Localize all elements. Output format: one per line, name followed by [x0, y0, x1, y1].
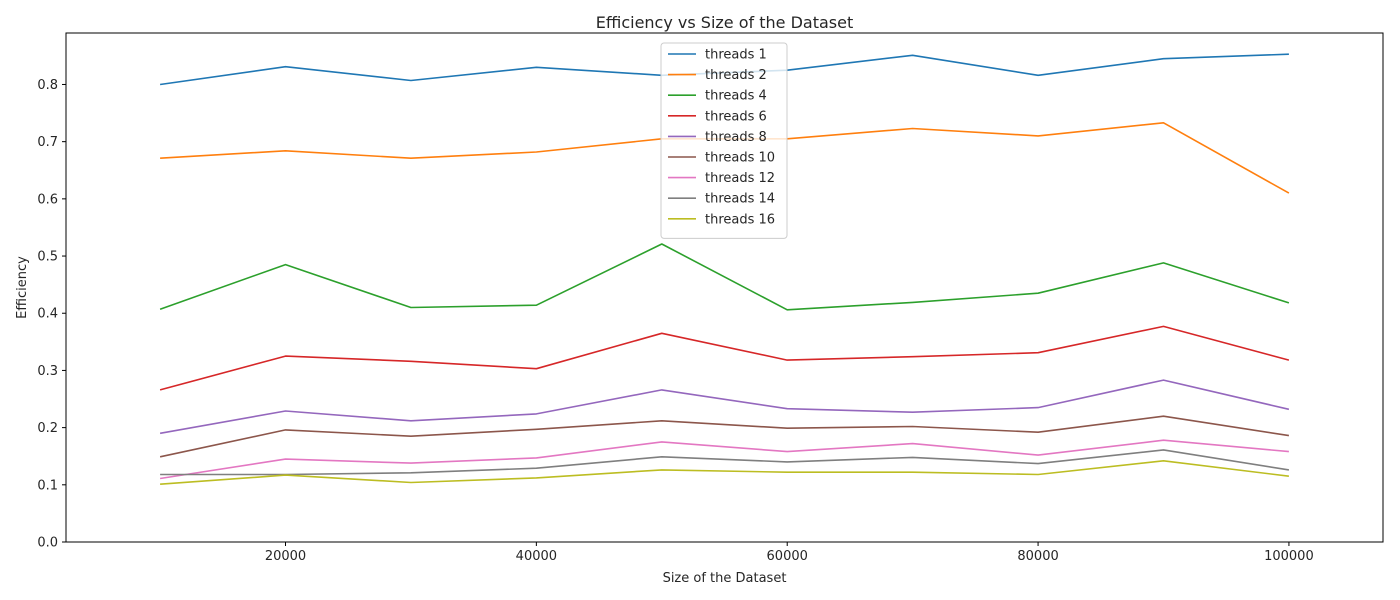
legend: threads 1 threads 2 threads 4 threads 6 thre…	[660, 42, 788, 239]
plot-frame	[65, 32, 1384, 543]
legend-label: threads 10	[705, 151, 775, 166]
y-tick-label: 0.7	[37, 135, 58, 150]
series-line-threads-8	[159, 379, 1290, 435]
x-tick-label: 20000	[265, 549, 306, 564]
legend-label: threads 4	[705, 89, 767, 104]
x-tick-label: 100000	[1264, 549, 1314, 564]
series-line-threads-14	[160, 449, 1290, 476]
series-lines	[159, 53, 1290, 485]
x-tick-label: 80000	[1017, 549, 1058, 564]
x-tick-label: 40000	[516, 549, 557, 564]
y-tick-label: 0.1	[37, 478, 58, 493]
chart-title: Efficiency vs Size of the Dataset	[596, 13, 853, 32]
y-tick-label: 0.4	[37, 307, 58, 322]
legend-label: threads 16	[705, 212, 775, 227]
y-tick-label: 0.2	[37, 421, 58, 436]
legend-box	[660, 42, 788, 239]
series-line-threads-16	[160, 459, 1289, 485]
y-tick-label: 0.3	[37, 364, 58, 379]
series-line-threads-12	[159, 439, 1289, 480]
series-line-threads-10	[159, 415, 1290, 458]
x-axis: 20000 40000 60000 80000 100000	[265, 542, 1314, 564]
series-line-threads-4	[159, 243, 1290, 311]
y-axis: 0.0 0.1 0.2 0.3 0.4 0.5 0.6 0.7 0.8	[37, 78, 66, 551]
y-tick-label: 0.0	[37, 536, 58, 551]
x-axis-title: Size of the Dataset	[663, 571, 787, 586]
legend-label: threads 14	[705, 192, 775, 207]
legend-label: threads 8	[705, 130, 767, 145]
y-axis-title: Efficiency	[15, 256, 30, 319]
legend-label: threads 2	[705, 68, 767, 83]
x-tick-label: 60000	[767, 549, 808, 564]
legend-label: threads 1	[705, 48, 767, 63]
y-tick-label: 0.8	[37, 78, 58, 93]
series-line-threads-6	[159, 325, 1290, 391]
y-tick-label: 0.6	[37, 192, 58, 207]
legend-label: threads 6	[705, 109, 767, 124]
y-tick-label: 0.5	[37, 250, 58, 265]
legend-label: threads 12	[705, 171, 775, 186]
